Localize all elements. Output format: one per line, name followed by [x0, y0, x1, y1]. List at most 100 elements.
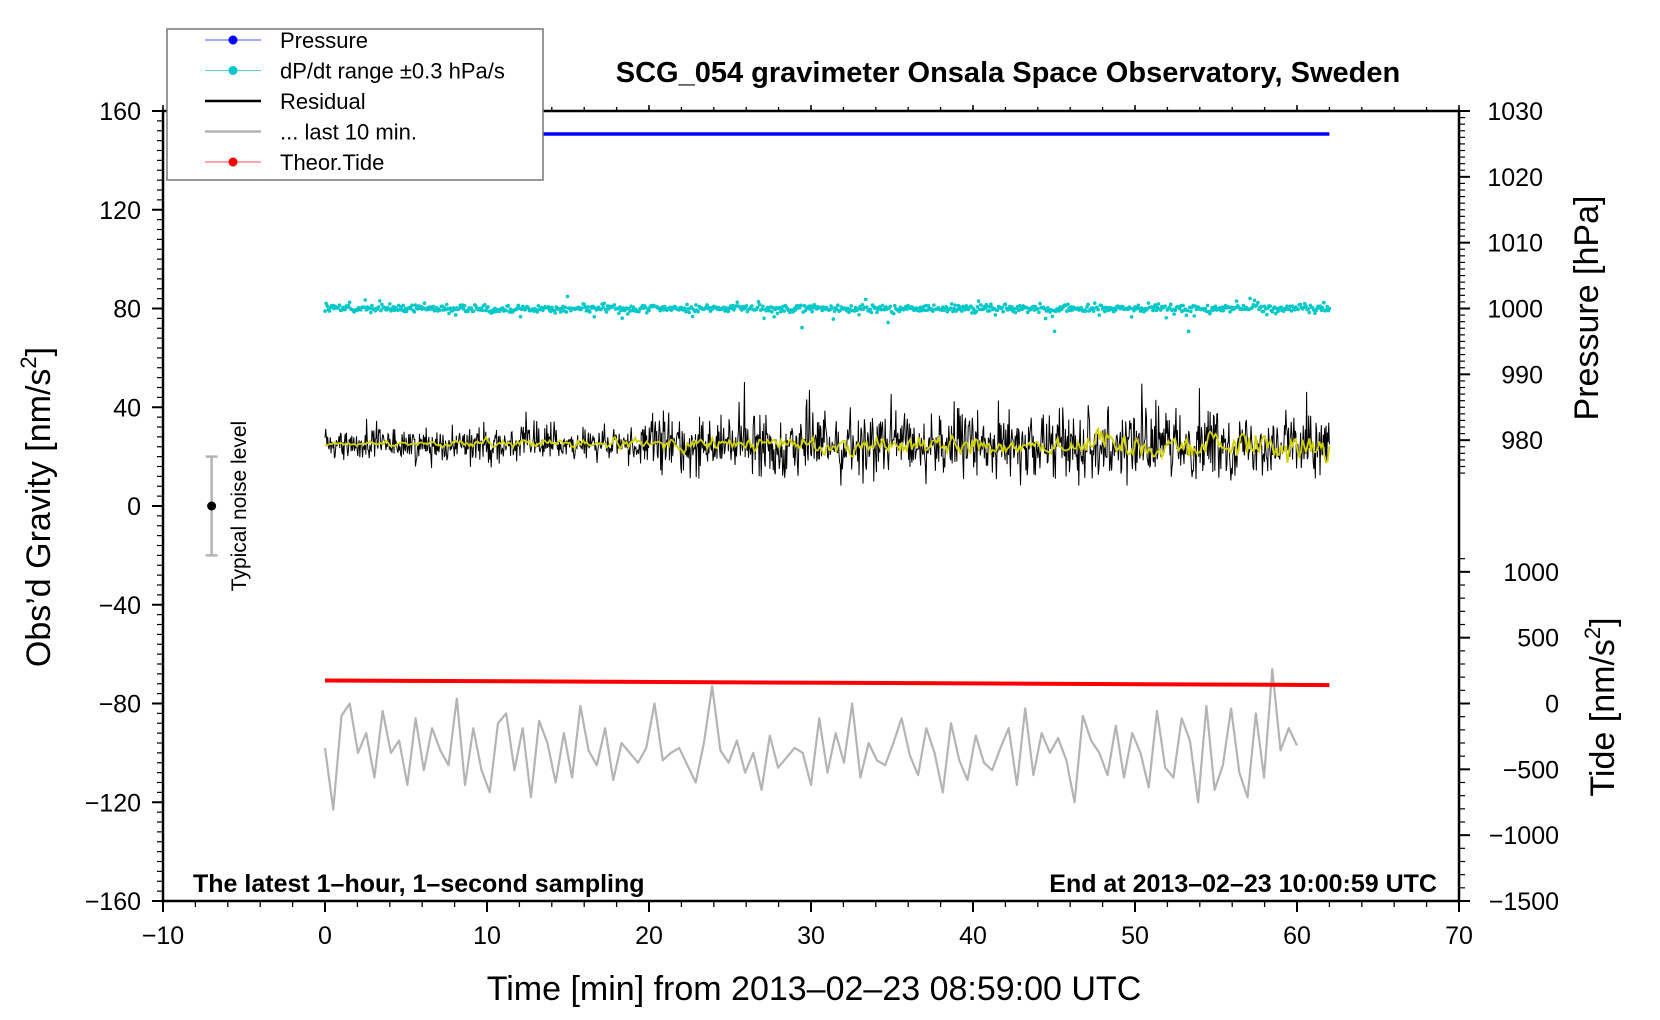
legend-item: ... last 10 min. — [205, 120, 417, 145]
dpdt-point — [1270, 310, 1275, 314]
dpdt-point — [1265, 312, 1269, 317]
dpdt-point — [886, 320, 890, 325]
dpdt-point — [993, 313, 998, 317]
dpdt-point — [808, 307, 812, 311]
data-layer — [323, 132, 1332, 811]
dpdt-point — [865, 305, 869, 310]
dpdt-point — [979, 303, 983, 307]
dpdt-point — [1213, 304, 1218, 309]
dpdt-point — [367, 306, 372, 311]
dpdt-point — [772, 314, 776, 319]
dpdt-point — [585, 305, 590, 309]
dpdt-point — [1046, 305, 1050, 310]
dpdt-point — [1097, 313, 1102, 317]
dpdt-point — [1099, 303, 1104, 308]
dpdt-point — [1181, 303, 1185, 308]
dpdt-point — [1154, 308, 1159, 313]
y-axis-label: Obs’d Gravity [nm/s2] — [16, 347, 58, 667]
pressure-tick-label: 1020 — [1487, 164, 1543, 192]
dpdt-point — [732, 307, 736, 312]
dpdt-point — [536, 303, 541, 308]
dpdt-point — [689, 305, 694, 309]
dpdt-point — [1189, 309, 1193, 314]
dpdt-point — [1248, 296, 1252, 301]
legend-item: dP/dt range ±0.3 hPa/s — [205, 59, 505, 84]
legend: Pressure dP/dt range ±0.3 hPa/s Residual..… — [166, 28, 544, 181]
dpdt-point — [1327, 306, 1332, 311]
residual-smoothed-line — [324, 426, 1331, 464]
dpdt-point — [705, 303, 709, 307]
dpdt-point — [857, 312, 861, 317]
dpdt-point — [620, 316, 624, 321]
tide-tick-label: −500 — [1503, 756, 1559, 784]
dpdt-point — [1221, 308, 1226, 313]
dpdt-point — [410, 303, 414, 308]
dpdt-point — [932, 303, 936, 307]
dpdt-point — [447, 311, 451, 316]
dpdt-point — [1146, 301, 1151, 305]
dpdt-point — [1167, 305, 1172, 310]
dpdt-point — [1177, 306, 1182, 311]
x-tick-label: −10 — [142, 922, 184, 950]
y-tick-label: −160 — [85, 888, 141, 916]
dpdt-point — [1184, 313, 1189, 318]
dpdt-point — [868, 307, 873, 312]
x-tick-label: 10 — [473, 922, 501, 950]
dpdt-point — [1173, 308, 1178, 313]
dpdt-point — [480, 308, 485, 313]
y-tick-label: 40 — [113, 394, 141, 422]
dpdt-point — [1153, 303, 1157, 307]
dpdt-point — [974, 309, 979, 314]
dpdt-point — [690, 314, 695, 319]
dpdt-point — [453, 313, 458, 317]
dpdt-point — [564, 310, 569, 314]
y-tick-label: −80 — [99, 691, 141, 719]
dpdt-point — [1252, 298, 1257, 303]
dpdt-point — [760, 307, 764, 312]
dpdt-point — [989, 302, 993, 307]
x-tick-label: 70 — [1445, 922, 1473, 950]
dpdt-point — [612, 303, 617, 307]
chart-title: SCG_054 gravimeter Onsala Space Observat… — [616, 57, 1400, 89]
dpdt-point — [1090, 306, 1095, 310]
dpdt-point — [1268, 304, 1272, 309]
dpdt-point — [504, 308, 508, 313]
dpdt-point — [601, 305, 605, 309]
pressure-tick-label: 980 — [1501, 427, 1543, 455]
y-tick-label: 160 — [99, 98, 141, 126]
dpdt-point — [401, 303, 406, 308]
dpdt-point — [625, 312, 630, 316]
dpdt-point — [1013, 310, 1018, 315]
x-axis-label: Time [min] from 2013–02–23 08:59:00 UTC — [487, 970, 1142, 1008]
dpdt-point — [762, 316, 766, 321]
dpdt-point — [749, 304, 754, 308]
dpdt-point — [1036, 307, 1040, 311]
dpdt-point — [860, 302, 865, 307]
x-tick-label: 20 — [635, 922, 663, 950]
y-tick-label: 0 — [127, 493, 141, 521]
dpdt-point — [1279, 305, 1284, 310]
last-10-min-line — [323, 667, 1298, 811]
dpdt-point — [1285, 304, 1289, 308]
dpdt-point — [1025, 310, 1030, 315]
dpdt-point — [438, 308, 442, 312]
legend-dot-marker — [228, 66, 238, 75]
dpdt-point — [462, 303, 467, 308]
dpdt-point — [1158, 308, 1163, 312]
dpdt-point — [323, 309, 327, 313]
dpdt-point — [892, 303, 897, 308]
dpdt-point — [325, 304, 330, 308]
dpdt-point — [770, 310, 774, 314]
dpdt-point — [708, 309, 713, 313]
dpdt-point — [404, 309, 409, 314]
dpdt-point — [782, 309, 786, 313]
dpdt-point — [830, 306, 835, 310]
noise-center-dot — [207, 501, 217, 511]
dpdt-point — [1211, 308, 1216, 312]
dpdt-point — [761, 304, 765, 309]
dpdt-point — [422, 301, 427, 305]
dpdt-point — [546, 305, 551, 309]
dpdt-point — [474, 304, 478, 308]
tide-tick-label: −1000 — [1489, 822, 1559, 850]
